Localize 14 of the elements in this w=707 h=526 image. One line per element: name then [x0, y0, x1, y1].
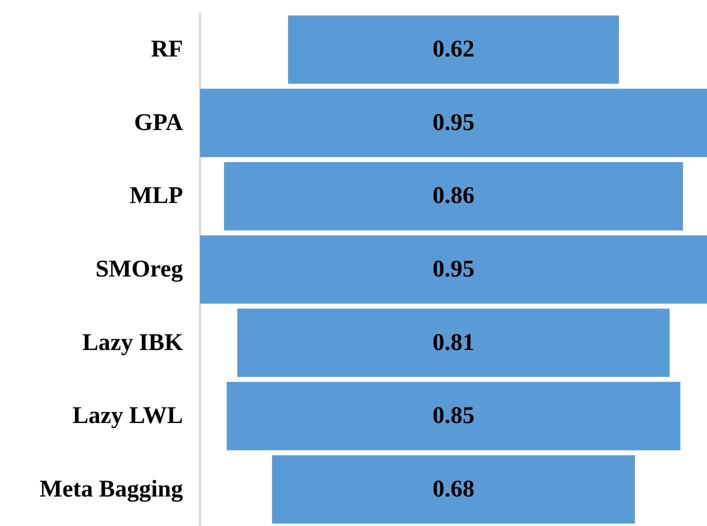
- data-label: 0.95: [432, 110, 474, 136]
- category-label: Lazy IBK: [82, 330, 184, 356]
- category-label: MLP: [130, 183, 183, 210]
- category-label: GPA: [134, 110, 184, 136]
- category-label: SMOreg: [95, 256, 183, 282]
- data-label: 0.85: [432, 403, 474, 430]
- data-label: 0.95: [432, 256, 474, 282]
- data-label: 0.81: [432, 330, 474, 356]
- category-label: RF: [151, 36, 183, 63]
- category-label: Meta Bagging: [40, 476, 183, 502]
- data-label: 0.86: [432, 183, 474, 210]
- category-label: Lazy LWL: [72, 403, 183, 430]
- data-label: 0.62: [432, 36, 474, 63]
- data-label: 0.68: [432, 476, 474, 502]
